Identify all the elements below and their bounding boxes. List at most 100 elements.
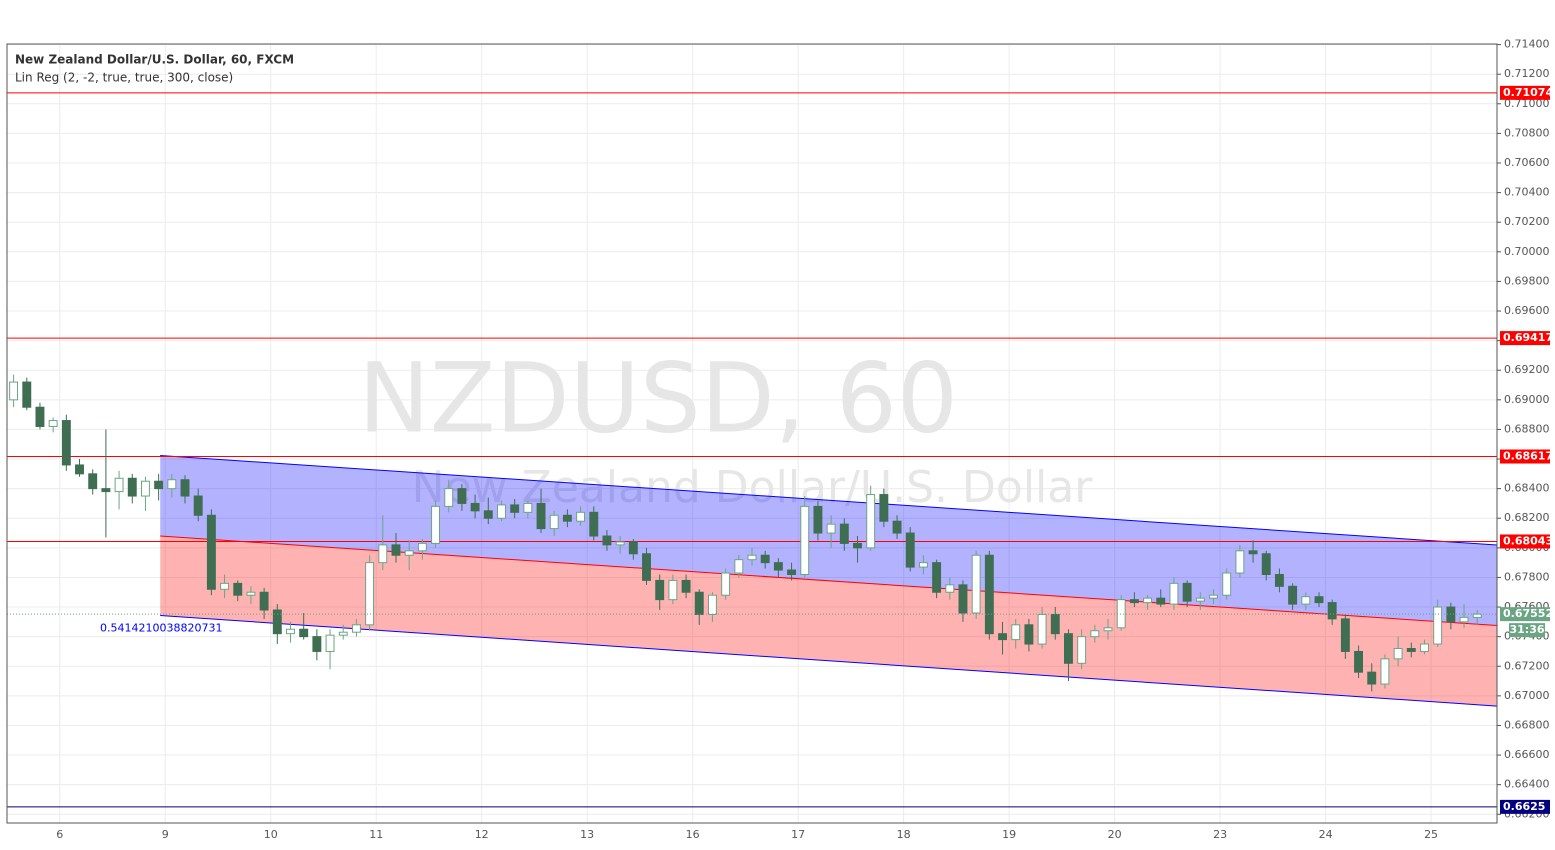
candle-body (75, 464, 84, 475)
candle-body (1406, 647, 1416, 652)
x-tick-label: 16 (686, 828, 700, 841)
candle-body (1367, 671, 1377, 685)
y-tick-label: 0.68800 (1504, 422, 1550, 435)
candle-body (325, 634, 335, 652)
y-tick-label: 0.68400 (1504, 482, 1550, 495)
channel-lower-fill (160, 536, 1497, 707)
candle-body (180, 479, 190, 497)
candle-body (259, 591, 269, 611)
candle-body (760, 554, 770, 564)
candle-body (206, 514, 216, 590)
x-tick-label: 24 (1319, 828, 1333, 841)
x-tick-label: 23 (1213, 828, 1227, 841)
countdown-label: 31:36 (1509, 623, 1544, 636)
candle-body (1103, 627, 1113, 632)
candle-body (1288, 585, 1298, 605)
candle-body (114, 477, 124, 493)
price-label-box (1500, 534, 1550, 549)
candle-body (88, 473, 98, 490)
y-tick-label: 0.70200 (1504, 215, 1550, 228)
y-tick-label: 0.69000 (1504, 393, 1550, 406)
y-tick-label: 0.70000 (1504, 245, 1550, 258)
countdown-box (1509, 623, 1545, 638)
candle-body (510, 504, 520, 513)
candle-body (1340, 618, 1350, 652)
y-tick-label: 0.71400 (1504, 38, 1550, 51)
candle-body (483, 510, 493, 519)
last-price-label: 0.67552 (1503, 607, 1553, 620)
candle-body (220, 582, 230, 590)
candle-body (773, 562, 783, 571)
candle-body (1195, 597, 1205, 602)
candle-body (1222, 572, 1232, 596)
candle-body (549, 514, 559, 530)
candle-body (1011, 624, 1021, 641)
candle-body (127, 477, 137, 497)
candle-body (365, 562, 375, 626)
y-tick-label: 0.67800 (1504, 570, 1550, 583)
candle-body (22, 381, 32, 408)
y-tick-label: 0.69600 (1504, 304, 1550, 317)
grid (7, 44, 1497, 823)
candle-body (1261, 553, 1271, 575)
candle-body (826, 523, 836, 534)
candle-body (1037, 613, 1047, 645)
candle-body (1433, 606, 1443, 645)
candle-body (523, 502, 533, 513)
price-label-box (1500, 449, 1550, 464)
x-tick-label: 25 (1424, 828, 1438, 841)
candle-body (945, 584, 955, 593)
x-tick-label: 20 (1108, 828, 1122, 841)
price-label: 0.71074 (1503, 86, 1553, 99)
candle-body (892, 520, 902, 534)
candle-body (721, 572, 731, 596)
candle-body (707, 594, 717, 615)
pearson-label: 0.5414210038820731 (100, 621, 222, 634)
candle-body (1050, 613, 1060, 635)
candle-body (1301, 596, 1311, 605)
candle-body (272, 609, 282, 635)
candle-body (813, 505, 823, 534)
candle-body (1077, 636, 1087, 664)
last-price-box (1500, 607, 1550, 622)
candle-body (312, 636, 322, 652)
candle-body (971, 554, 981, 614)
x-tick-label: 17 (791, 828, 805, 841)
candle-body (800, 505, 810, 575)
x-tick-label: 10 (264, 828, 278, 841)
candle-body (431, 505, 440, 544)
candle-body (1248, 550, 1258, 555)
candle-body (681, 579, 691, 593)
candle-body (932, 562, 942, 593)
candle-body (589, 511, 599, 537)
candle-body (1354, 650, 1364, 673)
candle-body (351, 624, 361, 633)
candle-body (61, 420, 71, 466)
candle-body (1182, 582, 1192, 602)
candle-body (338, 631, 348, 636)
price-label-box (1500, 331, 1550, 346)
price-label: 0.68043 (1503, 534, 1553, 547)
candle-body (984, 554, 994, 635)
candle-body (1209, 594, 1218, 599)
y-tick-label: 0.71000 (1504, 97, 1550, 110)
candle-body (734, 559, 744, 574)
candle-body (391, 544, 401, 556)
candle-body (576, 511, 586, 522)
candle-body (655, 579, 665, 601)
candle-body (35, 406, 45, 427)
candle-body (1235, 550, 1245, 574)
candle-body (1169, 582, 1179, 605)
candle-body (602, 535, 612, 546)
candle-body (562, 514, 572, 522)
candle-body (839, 523, 849, 544)
candle-body (1380, 658, 1390, 685)
candle-body (1024, 624, 1034, 645)
candle-body (1274, 573, 1284, 587)
y-tick-label: 0.70800 (1504, 126, 1550, 139)
candle-body (1129, 599, 1139, 604)
x-tick-label: 19 (1002, 828, 1016, 841)
price-label: 0.68617 (1503, 450, 1553, 463)
candle-body (497, 504, 506, 519)
